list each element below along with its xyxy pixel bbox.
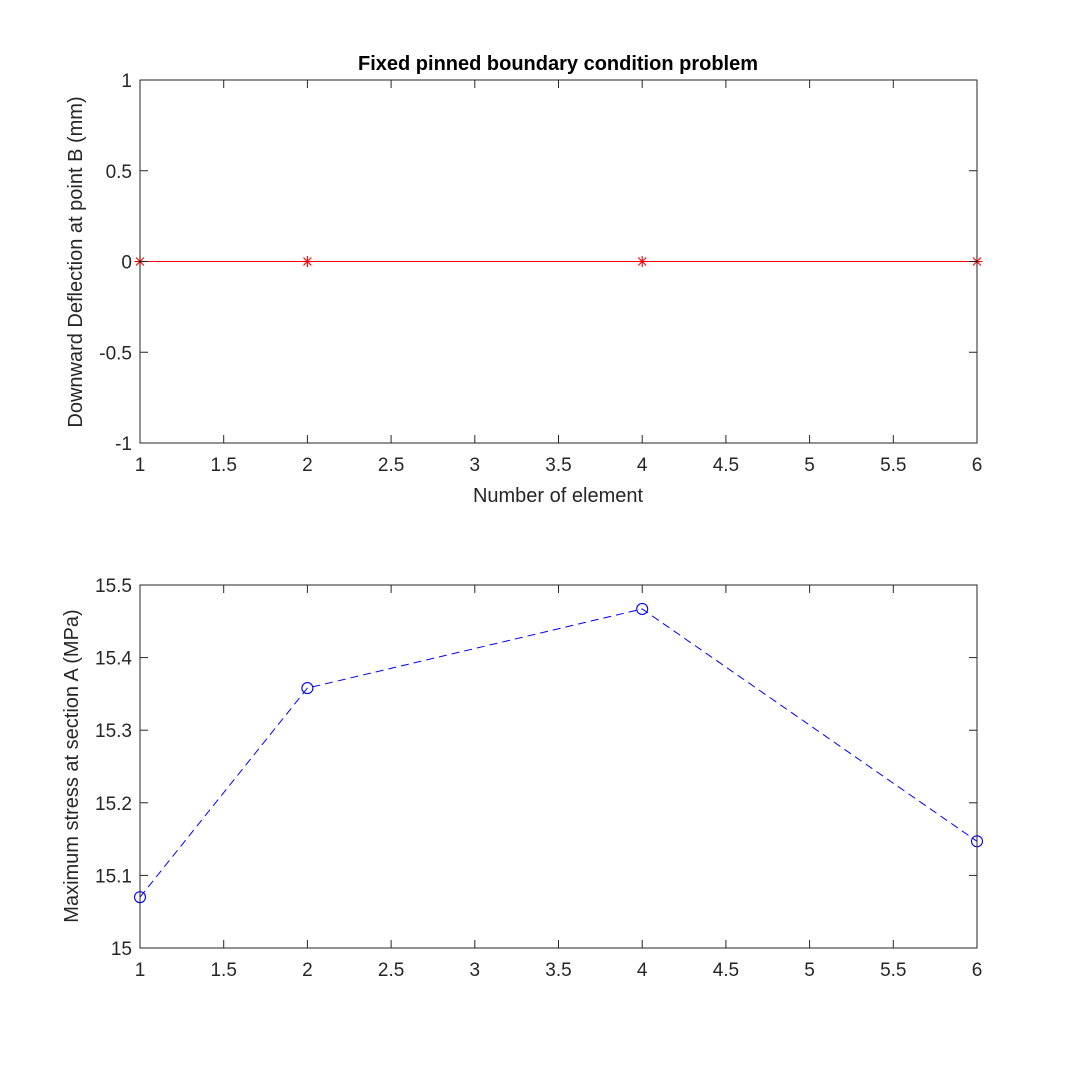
stress-data-point [636,602,649,616]
deflection-chart: 1 1.5 2 2.5 3 3.5 4 4.5 5 5.5 6 -1 -0.5 0 0.5 1 Fixed p… [65,53,983,507]
stress-x-tick-label: 6 [972,960,983,981]
deflection-x-tick-label: 6 [972,455,983,476]
stress-data-point [301,682,314,695]
deflection-y-axis-label: Downward Deflection at point B (mm) [65,96,87,427]
stress-plot-area [140,585,977,948]
deflection-y-tick-label: -1 [115,434,132,455]
stress-y-tick-label: 15.2 [95,794,132,815]
stress-x-tick-label: 1.5 [210,960,236,981]
stress-y-tick-label: 15.3 [95,721,132,742]
deflection-x-tick-label: 1 [135,455,146,476]
chart-title: Fixed pinned boundary condition problem [358,53,758,75]
stress-y-tick-label: 15.5 [95,576,132,597]
deflection-x-tick-label: 2.5 [378,455,404,476]
deflection-data-point [636,256,648,267]
deflection-x-tick-label: 5.5 [880,455,906,476]
deflection-x-tick-label: 4 [637,455,648,476]
deflection-series-layer [134,256,983,267]
deflection-data-point [301,256,313,267]
stress-x-tick-label: 5.5 [880,960,906,981]
stress-chart: 1 1.5 2 2.5 3 3.5 4 4.5 5 5.5 6 15 15.1 15.2 15.3 15.4 1… [61,576,984,981]
stress-x-tick-label: 3.5 [545,960,571,981]
stress-x-tick-label: 1 [135,960,146,981]
stress-x-tick-label: 4 [637,960,648,981]
stress-x-tick-label: 5 [804,960,815,981]
deflection-marker-stroke [637,257,647,266]
stress-y-tick-label: 15.1 [95,866,132,887]
deflection-y-tick-label: 0.5 [106,162,132,183]
deflection-x-tick-label: 1.5 [210,455,236,476]
deflection-ticks-layer: 1 1.5 2 2.5 3 3.5 4 4.5 5 5.5 6 -1 -0.5 0 0.5 1 [99,71,982,476]
stress-y-tick-label: 15 [111,939,132,960]
stress-x-tick-label: 2.5 [378,960,404,981]
deflection-x-tick-label: 4.5 [713,455,739,476]
deflection-x-tick-label: 5 [804,455,815,476]
deflection-x-tick-label: 3 [470,455,481,476]
stress-x-tick-label: 3 [470,960,481,981]
stress-series-line [139,608,978,898]
deflection-y-tick-label: 1 [121,71,132,92]
deflection-marker-stroke [303,257,312,266]
stress-x-tick-label: 4.5 [713,960,739,981]
stress-y-axis-label: Maximum stress at section A (MPa) [61,609,83,922]
deflection-x-tick-label: 3.5 [545,455,571,476]
deflection-x-axis-label: Number of element [473,485,644,507]
stress-x-tick-label: 2 [302,960,313,981]
deflection-x-tick-label: 2 [302,455,313,476]
stress-ticks-layer: 1 1.5 2 2.5 3 3.5 4 4.5 5 5.5 6 15 15.1 15.2 15.3 15.4 1… [95,576,982,981]
deflection-y-tick-label: 0 [121,253,132,274]
deflection-y-tick-label: -0.5 [99,343,132,364]
stress-y-tick-label: 15.4 [95,649,132,670]
